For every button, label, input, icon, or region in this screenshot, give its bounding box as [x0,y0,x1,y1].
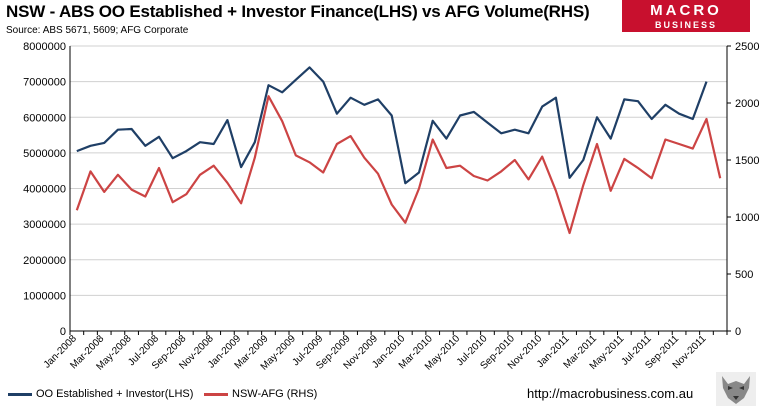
logo-line-2: BUSINESS [654,20,717,30]
series-line-oo-established [76,66,708,185]
series-line-nsw-afg [75,95,722,235]
legend-label-oo: OO Established + Investor(LHS) [36,388,194,400]
y-left-tick-label: 5000000 [23,148,66,160]
y-left-tick-label: 3000000 [23,219,66,231]
y-left-tick-label: 2000000 [23,255,66,267]
y-left-tick-label: 4000000 [23,184,66,196]
y-right-tick-label: 1000 [735,212,759,224]
y-right-tick-label: 0 [735,326,741,338]
website-url: http://macrobusiness.com.au [527,386,694,401]
wolf-logo-icon [716,372,756,406]
y-left-tick-label: 7000000 [23,77,66,89]
chart-title: NSW - ABS OO Established + Investor Fina… [6,2,590,21]
legend-label-afg: NSW-AFG (RHS) [232,388,318,400]
y-right-tick-label: 1500 [735,155,759,167]
y-left-tick-label: 1000000 [23,290,66,302]
logo-line-1: MACRO [650,2,722,19]
chart-subtitle: Source: ABS 5671, 5609; AFG Corporate [6,25,189,36]
legend-item-nsw-afg: NSW-AFG (RHS) [204,388,317,400]
legend-swatch-oo [8,392,32,396]
y-right-tick-label: 2500 [735,41,759,53]
y-left-tick-label: 8000000 [23,41,66,53]
macro-business-logo: MACRO BUSINESS [622,0,750,32]
y-right-tick-label: 2000 [735,98,759,110]
y-right-tick-label: 500 [735,269,753,281]
y-left-tick-label: 6000000 [23,112,66,124]
y-left-tick-label: 0 [60,326,66,338]
legend-item-oo-established: OO Established + Investor(LHS) [8,388,193,400]
legend-swatch-afg [204,392,228,396]
